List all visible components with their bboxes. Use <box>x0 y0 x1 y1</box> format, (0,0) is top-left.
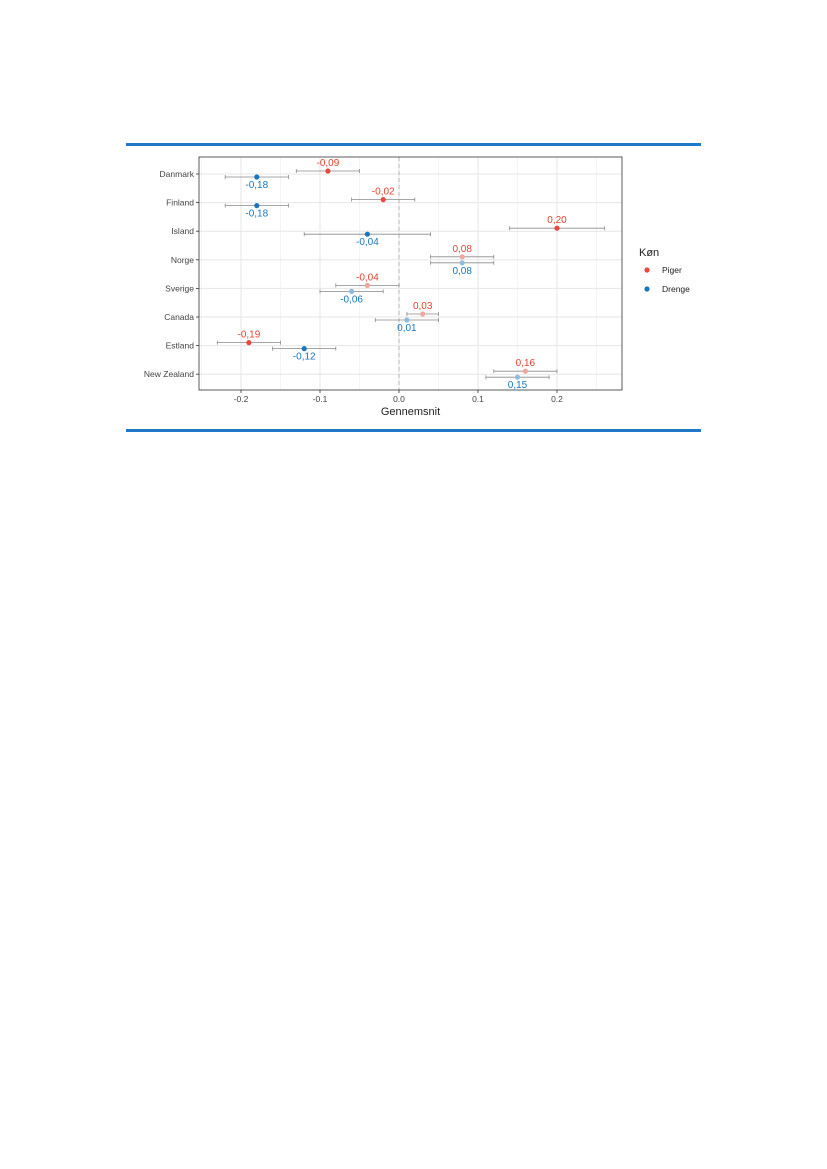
data-label-piger: -0,09 <box>317 158 340 169</box>
data-label-piger: -0,19 <box>238 330 261 341</box>
data-point-piger <box>246 340 252 346</box>
y-tick-label: Island <box>171 226 194 236</box>
data-point-drenge <box>364 231 370 237</box>
data-label-piger: -0,04 <box>356 272 379 283</box>
data-point-drenge <box>459 260 465 266</box>
data-label-drenge: -0,06 <box>340 294 363 305</box>
x-tick-label: 0.0 <box>393 394 405 404</box>
data-label-drenge: -0,18 <box>245 180 268 191</box>
data-label-piger: 0,16 <box>516 358 536 369</box>
y-tick-label: Finland <box>166 198 194 208</box>
data-label-piger: 0,08 <box>452 244 472 255</box>
data-point-drenge <box>514 374 521 380</box>
data-point-drenge <box>349 288 355 294</box>
data-point-drenge <box>301 346 307 352</box>
data-label-piger: 0,03 <box>413 301 433 312</box>
data-point-drenge <box>254 203 260 209</box>
data-label-drenge: -0,12 <box>293 352 316 363</box>
data-label-drenge: 0,08 <box>452 266 472 277</box>
data-label-drenge: -0,04 <box>356 237 379 248</box>
data-label-piger: 0,20 <box>547 215 567 226</box>
y-tick-label: Canada <box>164 312 194 322</box>
x-tick-label: 0.1 <box>472 394 484 404</box>
x-tick-label: -0.1 <box>313 394 328 404</box>
legend-label-piger: Piger <box>662 265 682 275</box>
data-point-piger <box>380 197 386 203</box>
data-label-piger: -0,02 <box>372 187 395 198</box>
data-point-piger <box>522 368 529 374</box>
plot-border <box>198 156 623 391</box>
legend-label-drenge: Drenge <box>662 284 690 294</box>
y-tick-label: Sverige <box>165 283 194 293</box>
y-tick-label: Danmark <box>160 169 195 179</box>
data-point-piger <box>364 282 370 288</box>
bottom-rule <box>126 429 701 432</box>
plot-panel <box>199 157 622 390</box>
data-point-piger <box>420 311 426 317</box>
y-tick-label: Norge <box>171 255 194 265</box>
y-tick-label: Estland <box>166 341 195 351</box>
data-point-piger <box>459 254 465 260</box>
top-rule <box>126 143 701 146</box>
data-point-drenge <box>254 174 260 180</box>
legend-title: Køn <box>639 247 659 259</box>
legend-key-piger <box>644 267 650 273</box>
data-label-drenge: -0,18 <box>245 209 268 220</box>
x-tick-label: -0.2 <box>234 394 249 404</box>
data-point-piger <box>325 168 331 174</box>
data-label-drenge: 0,01 <box>397 323 417 334</box>
data-label-drenge: 0,15 <box>508 380 528 391</box>
y-tick-label: New Zealand <box>144 369 194 379</box>
legend-key-drenge <box>644 286 650 292</box>
data-point-drenge <box>404 317 410 323</box>
data-point-piger <box>554 225 560 231</box>
x-tick-label: 0.2 <box>551 394 563 404</box>
x-axis-title: Gennemsnit <box>381 406 440 418</box>
